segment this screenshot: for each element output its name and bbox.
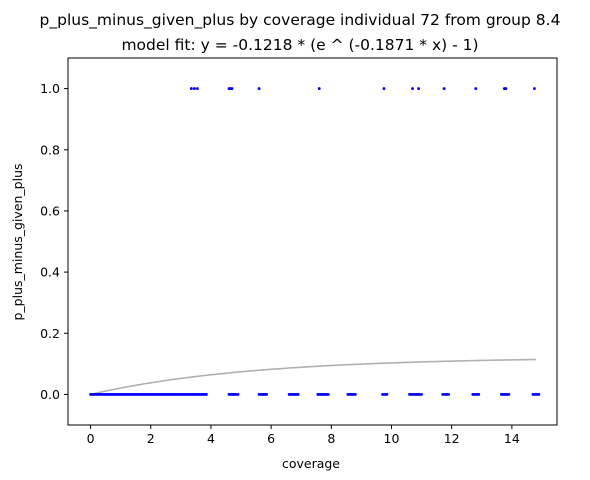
x-tick-label: 10 [384, 431, 400, 446]
x-tick-label: 0 [87, 431, 95, 446]
x-tick-label: 12 [444, 431, 460, 446]
data-point [474, 87, 478, 90]
data-point [537, 393, 541, 396]
y-tick-label: 0.8 [40, 142, 60, 157]
y-axis: 0.0 0.2 0.4 0.6 0.8 1.0 [40, 81, 68, 402]
data-point [189, 87, 193, 90]
data-point [382, 87, 386, 90]
x-tick-label: 4 [207, 431, 215, 446]
x-tick-label: 14 [504, 431, 520, 446]
fit-layer [90, 358, 536, 396]
data-point [205, 393, 208, 396]
x-tick-label: 6 [267, 431, 275, 446]
x-tick-label: 8 [327, 431, 335, 446]
y-tick-label: 1.0 [40, 81, 60, 96]
fit-curve [90, 358, 536, 396]
data-point [257, 87, 261, 90]
y-tick-label: 0.6 [40, 203, 60, 218]
y-tick-label: 0.0 [40, 387, 60, 402]
data-point [447, 393, 451, 396]
chart-subtitle: model fit: y = -0.1218 * (e ^ (-0.1871 *… [121, 36, 478, 54]
data-point [230, 87, 234, 90]
data-point [236, 393, 240, 396]
data-point [417, 87, 420, 90]
data-point [442, 87, 446, 90]
data-point [420, 393, 423, 396]
axes-frame [67, 57, 558, 426]
data-point [385, 393, 389, 396]
x-tick-label: 2 [147, 431, 155, 446]
y-tick-label: 0.2 [40, 326, 60, 341]
data-point [195, 87, 199, 90]
data-point [477, 393, 481, 396]
data-point [265, 393, 269, 396]
x-axis: 0 2 4 6 8 10 12 14 [87, 425, 520, 446]
y-tick-label: 0.4 [40, 265, 60, 280]
data-point [411, 87, 414, 90]
plot-area [89, 87, 541, 396]
data-point [504, 87, 508, 90]
data-point [507, 393, 511, 396]
x-axis-label: coverage [282, 456, 340, 471]
y-axis-label: p_plus_minus_given_plus [10, 163, 25, 320]
data-point [533, 87, 536, 90]
data-point [326, 393, 330, 396]
data-point [353, 393, 357, 396]
data-point [192, 87, 196, 90]
points-layer [89, 87, 541, 396]
data-point [317, 87, 321, 90]
chart-title: p_plus_minus_given_plus by coverage indi… [40, 11, 561, 30]
data-point [296, 393, 300, 396]
